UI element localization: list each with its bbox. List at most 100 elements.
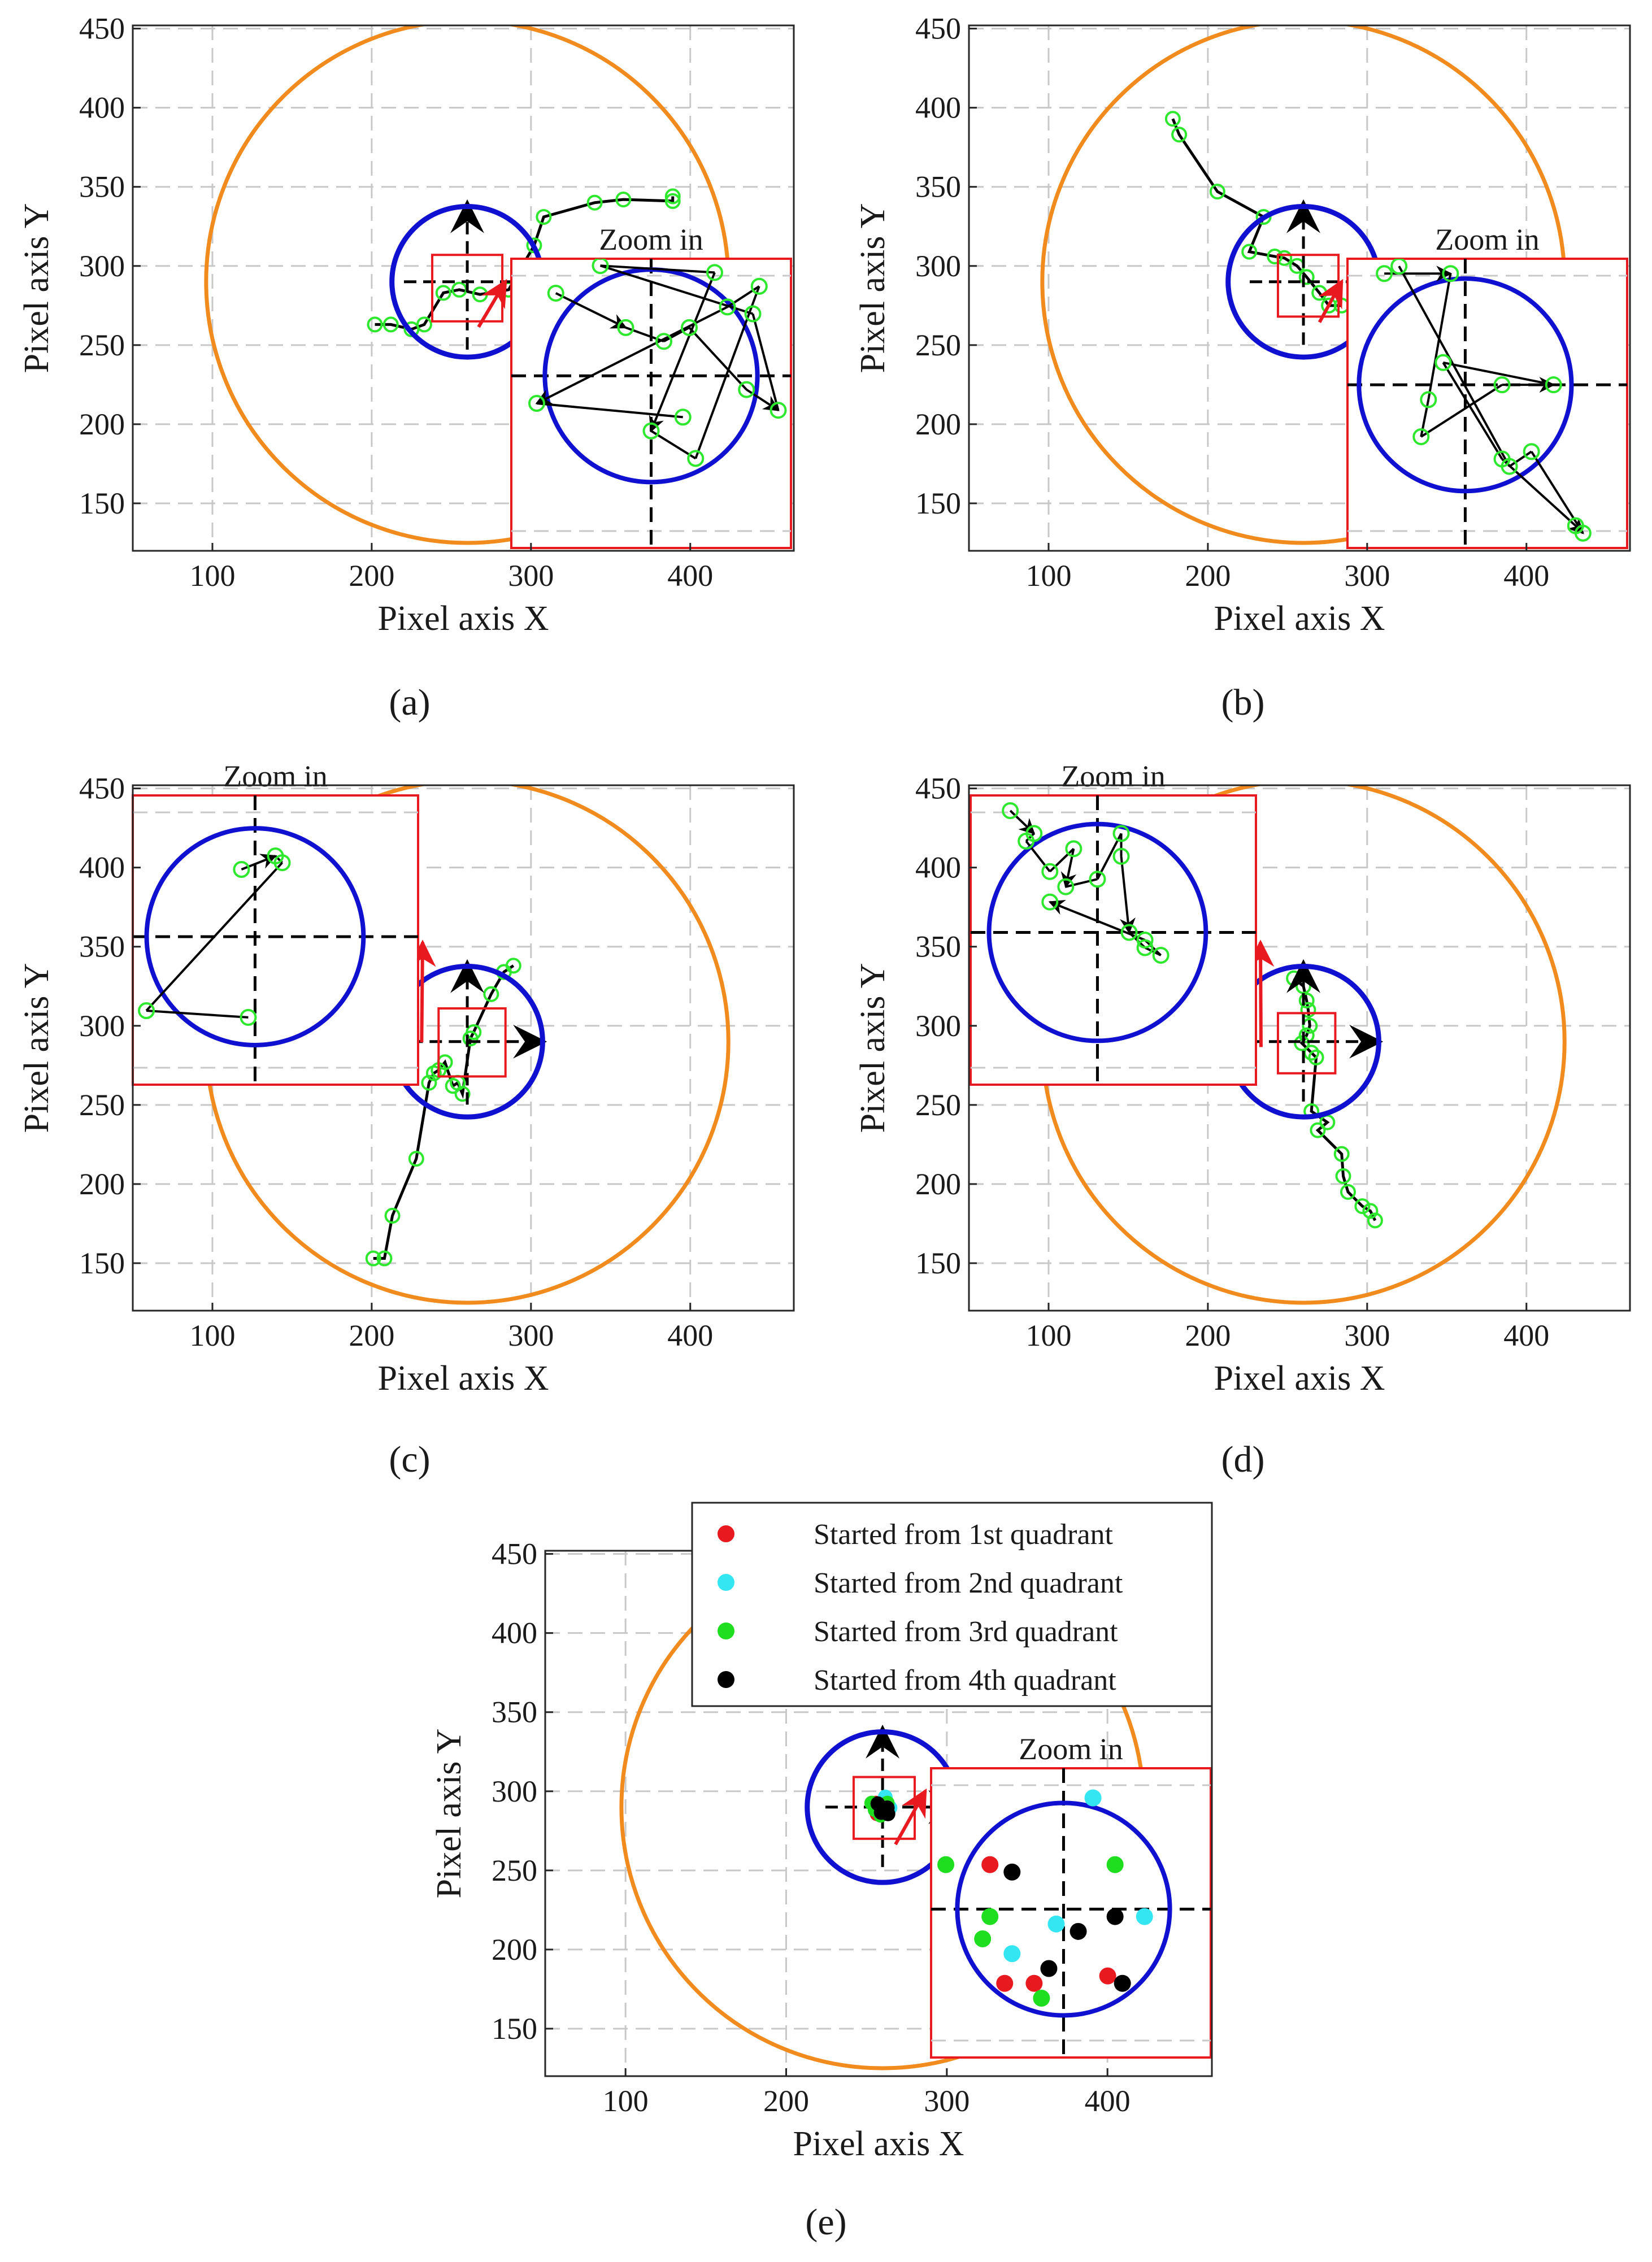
zoom-marker-c-4 xyxy=(240,1008,257,1026)
xtick-label-a-2: 300 xyxy=(508,559,554,593)
marker-c-15 xyxy=(365,1250,381,1267)
zoom-frame-e xyxy=(930,1767,1212,2059)
zoom-marker-a-7 xyxy=(592,259,609,275)
marker-b-1 xyxy=(1171,127,1188,143)
zoom-dot-q3-8 xyxy=(937,1856,955,1873)
marker-a-12 xyxy=(382,316,399,333)
zoom-segment-d-5 xyxy=(1065,878,1098,888)
zoom-segment-b-5 xyxy=(1442,361,1554,386)
marker-b-2 xyxy=(1209,184,1225,200)
marker-c-11 xyxy=(421,1075,437,1091)
marker-d-14 xyxy=(1340,1184,1356,1200)
xtick-label-e-0: 100 xyxy=(603,2084,649,2118)
zoom-marker-b-1 xyxy=(1442,265,1459,282)
marker-c-13 xyxy=(384,1207,401,1224)
zoom-marker-a-12 xyxy=(719,298,736,316)
axes-box-c xyxy=(132,784,795,1312)
zoom-dot-q3-11 xyxy=(1106,1856,1124,1873)
xtick-label-d-2: 300 xyxy=(1344,1319,1390,1352)
marker-a-3 xyxy=(586,194,603,211)
xtick-label-d-0: 100 xyxy=(1025,1319,1071,1352)
legend-swatch-3 xyxy=(718,1622,734,1639)
zoom-segment-b-3 xyxy=(1420,384,1503,438)
xlabel-b: Pixel axis X xyxy=(1214,599,1385,638)
xtick-label-b-0: 100 xyxy=(1025,559,1071,593)
zoom-pointer-a xyxy=(477,279,507,328)
zoom-marker-b-9 xyxy=(1574,524,1592,542)
zoom-marker-d-2 xyxy=(1018,832,1035,850)
caption-c: (c) xyxy=(389,1439,430,1480)
marker-c-12 xyxy=(408,1151,424,1167)
zoom-pointer-c xyxy=(408,939,436,1042)
panel-d: Zoom in 100 200 300 400 150 200 250 300 350 400 450… xyxy=(854,759,1631,1398)
ytick-label-a-0: 150 xyxy=(79,486,125,520)
marker-c-7 xyxy=(445,1078,461,1094)
xtick-label-a-3: 400 xyxy=(667,559,713,593)
zoom-dot-q4-14 xyxy=(1106,1908,1124,1925)
zoom-marker-a-14 xyxy=(674,408,692,426)
zoom-dot-q4-13 xyxy=(1003,1863,1021,1881)
zoom-marker-a-2 xyxy=(655,333,672,350)
zoom-marker-d-8 xyxy=(1112,847,1130,865)
legend-label-1: Started from 1st quadrant xyxy=(814,1519,1114,1551)
xtick-label-b-3: 400 xyxy=(1503,559,1549,593)
zoom-pointer-e xyxy=(894,1788,927,1846)
zoom-marker-c-0 xyxy=(233,860,250,878)
marker-a-9 xyxy=(435,285,451,301)
ytick-label-b-2: 250 xyxy=(915,328,961,362)
zoom-marker-d-0 xyxy=(1002,802,1019,819)
zoom-circle-b xyxy=(1357,276,1574,494)
xlabel-e: Pixel axis X xyxy=(793,2125,964,2163)
ytick-label-c-6: 450 xyxy=(79,772,125,806)
zoom-marker-a-1 xyxy=(617,319,634,336)
ytick-label-a-5: 400 xyxy=(79,91,125,125)
marker-c-2 xyxy=(483,986,499,1002)
ylabel-b: Pixel axis Y xyxy=(854,203,892,373)
ytick-label-e-3: 300 xyxy=(492,1774,537,1808)
zoom-dot-q3-9 xyxy=(981,1908,999,1925)
zoom-segment-a-0 xyxy=(555,292,628,329)
zoom-marker-b-3 xyxy=(1412,428,1430,446)
zoom-marker-a-4 xyxy=(738,381,755,398)
ytick-label-d-1: 200 xyxy=(915,1167,961,1201)
zoom-segment-b-11 xyxy=(1398,266,1511,467)
zoom-marker-a-0 xyxy=(547,284,564,302)
zoom-dot-q2-4 xyxy=(1084,1789,1102,1807)
ytick-label-a-1: 200 xyxy=(79,407,125,441)
ytick-label-e-4: 350 xyxy=(492,1695,537,1729)
xlabel-a: Pixel axis X xyxy=(377,599,549,638)
marker-d-12 xyxy=(1333,1146,1350,1162)
ylabel-a: Pixel axis Y xyxy=(18,203,56,373)
caption-d: (d) xyxy=(1221,1439,1265,1480)
xtick-label-e-2: 300 xyxy=(924,2084,970,2118)
zoom-marker-a-3 xyxy=(681,319,698,336)
zoom-title-a: Zoom in xyxy=(599,223,703,256)
legend-swatch-2 xyxy=(718,1574,734,1591)
ytick-label-c-2: 250 xyxy=(79,1088,125,1122)
ytick-label-b-0: 150 xyxy=(915,486,961,520)
ylabel-d: Pixel axis Y xyxy=(854,963,892,1133)
zoom-content-c xyxy=(133,795,418,1085)
ytick-label-d-3: 300 xyxy=(915,1009,961,1043)
ytick-label-c-4: 350 xyxy=(79,930,125,964)
legend-label-2: Started from 2nd quadrant xyxy=(814,1567,1123,1599)
ytick-label-a-2: 250 xyxy=(79,328,125,362)
zoom-inset-b xyxy=(1346,258,1628,549)
trajectory-b xyxy=(1171,118,1342,307)
zoom-dot-q4-16 xyxy=(1040,1960,1058,1977)
trajectory-d xyxy=(1293,977,1377,1221)
ytick-label-e-1: 200 xyxy=(492,1933,537,1967)
zoom-content-d xyxy=(971,795,1256,1085)
zoom-circle-e xyxy=(955,1800,1172,2018)
zoom-circle-d xyxy=(986,821,1208,1043)
zoom-marker-a-8 xyxy=(706,264,723,281)
xtick-label-c-2: 300 xyxy=(508,1319,554,1352)
legend-label-4: Started from 4th quadrant xyxy=(814,1664,1116,1696)
axes-box-b xyxy=(968,24,1631,552)
zoom-marker-d-4 xyxy=(1065,840,1083,858)
zoom-marker-d-10 xyxy=(1136,939,1154,956)
ytick-label-e-2: 250 xyxy=(492,1854,537,1887)
xtick-label-d-3: 400 xyxy=(1503,1319,1549,1352)
marker-b-4 xyxy=(1241,243,1258,260)
zoom-segment-d-1 xyxy=(1025,832,1035,842)
